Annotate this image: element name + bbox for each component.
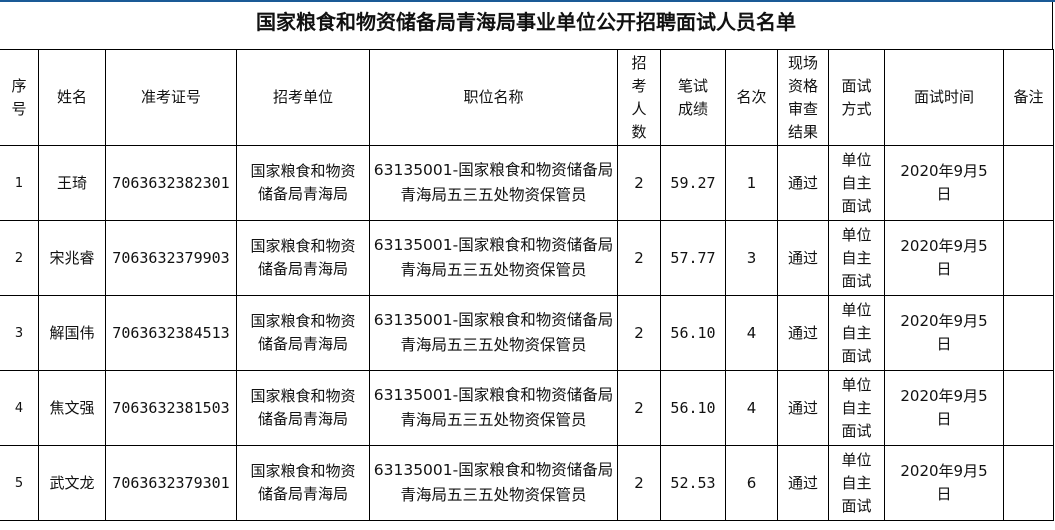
cell-seq: 3 [0,295,39,371]
cell-exam-no: 7063632379301 [105,445,237,521]
cell-score: 59.27 [660,145,726,221]
cell-position: 63135001-国家粮食和物资储备局青海局五三五处物资保管员 [369,145,618,221]
cell-review: 通过 [777,295,829,371]
table-row: 1 王琦 7063632382301 国家粮食和物资储备局青海局 63135001-国家… [0,145,1054,221]
cell-seq: 5 [0,445,39,521]
cell-rank: 4 [725,370,778,446]
cell-time: 2020年9月5日 [884,370,1004,446]
header-note: 备注 [1003,49,1054,146]
table-row: 3 解国伟 7063632384513 国家粮食和物资储备局青海局 63135001-国… [0,295,1054,371]
table-row: 2 宋兆睿 7063632379903 国家粮食和物资储备局青海局 63135001-国… [0,220,1054,296]
cell-note [1003,145,1054,221]
cell-rank: 3 [725,220,778,296]
cell-exam-no: 7063632381503 [105,370,237,446]
top-bar [0,0,1055,2]
cell-note [1003,220,1054,296]
cell-seq: 1 [0,145,39,221]
header-unit: 招考单位 [236,49,370,146]
cell-exam-no: 7063632384513 [105,295,237,371]
cell-method: 单位自主面试 [828,445,885,521]
cell-quota: 2 [617,220,661,296]
header-rank: 名次 [725,49,778,146]
cell-unit: 国家粮食和物资储备局青海局 [236,445,370,521]
cell-rank: 4 [725,295,778,371]
cell-position: 63135001-国家粮食和物资储备局青海局五三五处物资保管员 [369,445,618,521]
cell-position: 63135001-国家粮食和物资储备局青海局五三五处物资保管员 [369,220,618,296]
cell-method: 单位自主面试 [828,370,885,446]
table-row: 4 焦文强 7063632381503 国家粮食和物资储备局青海局 63135001-国… [0,370,1054,446]
header-quota: 招考人数 [617,49,661,146]
table-row: 5 武文龙 7063632379301 国家粮食和物资储备局青海局 63135001-国… [0,445,1054,521]
cell-method: 单位自主面试 [828,295,885,371]
cell-name: 王琦 [38,145,106,221]
cell-exam-no: 7063632379903 [105,220,237,296]
cell-review: 通过 [777,370,829,446]
cell-unit: 国家粮食和物资储备局青海局 [236,220,370,296]
header-name: 姓名 [38,49,106,146]
header-review: 现场资格审查结果 [777,49,829,146]
cell-quota: 2 [617,370,661,446]
page-title: 国家粮食和物资储备局青海局事业单位公开招聘面试人员名单 [0,2,1053,49]
header-time: 面试时间 [884,49,1004,146]
header-method: 面试方式 [828,49,885,146]
cell-score: 57.77 [660,220,726,296]
cell-score: 52.53 [660,445,726,521]
cell-exam-no: 7063632382301 [105,145,237,221]
cell-quota: 2 [617,445,661,521]
cell-name: 宋兆睿 [38,220,106,296]
cell-time: 2020年9月5日 [884,445,1004,521]
interview-list-table: 序号 姓名 准考证号 招考单位 职位名称 招考人数 笔试成绩 名次 现场资格审查结果 面试方式 面试… [0,49,1054,521]
cell-rank: 1 [725,145,778,221]
cell-position: 63135001-国家粮食和物资储备局青海局五三五处物资保管员 [369,370,618,446]
cell-quota: 2 [617,145,661,221]
cell-quota: 2 [617,295,661,371]
cell-review: 通过 [777,220,829,296]
cell-name: 解国伟 [38,295,106,371]
cell-note [1003,295,1054,371]
cell-unit: 国家粮食和物资储备局青海局 [236,370,370,446]
cell-note [1003,445,1054,521]
cell-method: 单位自主面试 [828,220,885,296]
cell-time: 2020年9月5日 [884,220,1004,296]
cell-score: 56.10 [660,370,726,446]
cell-seq: 4 [0,370,39,446]
cell-method: 单位自主面试 [828,145,885,221]
cell-name: 武文龙 [38,445,106,521]
cell-rank: 6 [725,445,778,521]
cell-review: 通过 [777,145,829,221]
header-exam-no: 准考证号 [105,49,237,146]
header-position: 职位名称 [369,49,618,146]
cell-review: 通过 [777,445,829,521]
cell-unit: 国家粮食和物资储备局青海局 [236,145,370,221]
cell-time: 2020年9月5日 [884,295,1004,371]
cell-time: 2020年9月5日 [884,145,1004,221]
header-seq: 序号 [0,49,39,146]
cell-name: 焦文强 [38,370,106,446]
cell-note [1003,370,1054,446]
cell-seq: 2 [0,220,39,296]
cell-unit: 国家粮食和物资储备局青海局 [236,295,370,371]
cell-score: 56.10 [660,295,726,371]
header-score: 笔试成绩 [660,49,726,146]
cell-position: 63135001-国家粮食和物资储备局青海局五三五处物资保管员 [369,295,618,371]
